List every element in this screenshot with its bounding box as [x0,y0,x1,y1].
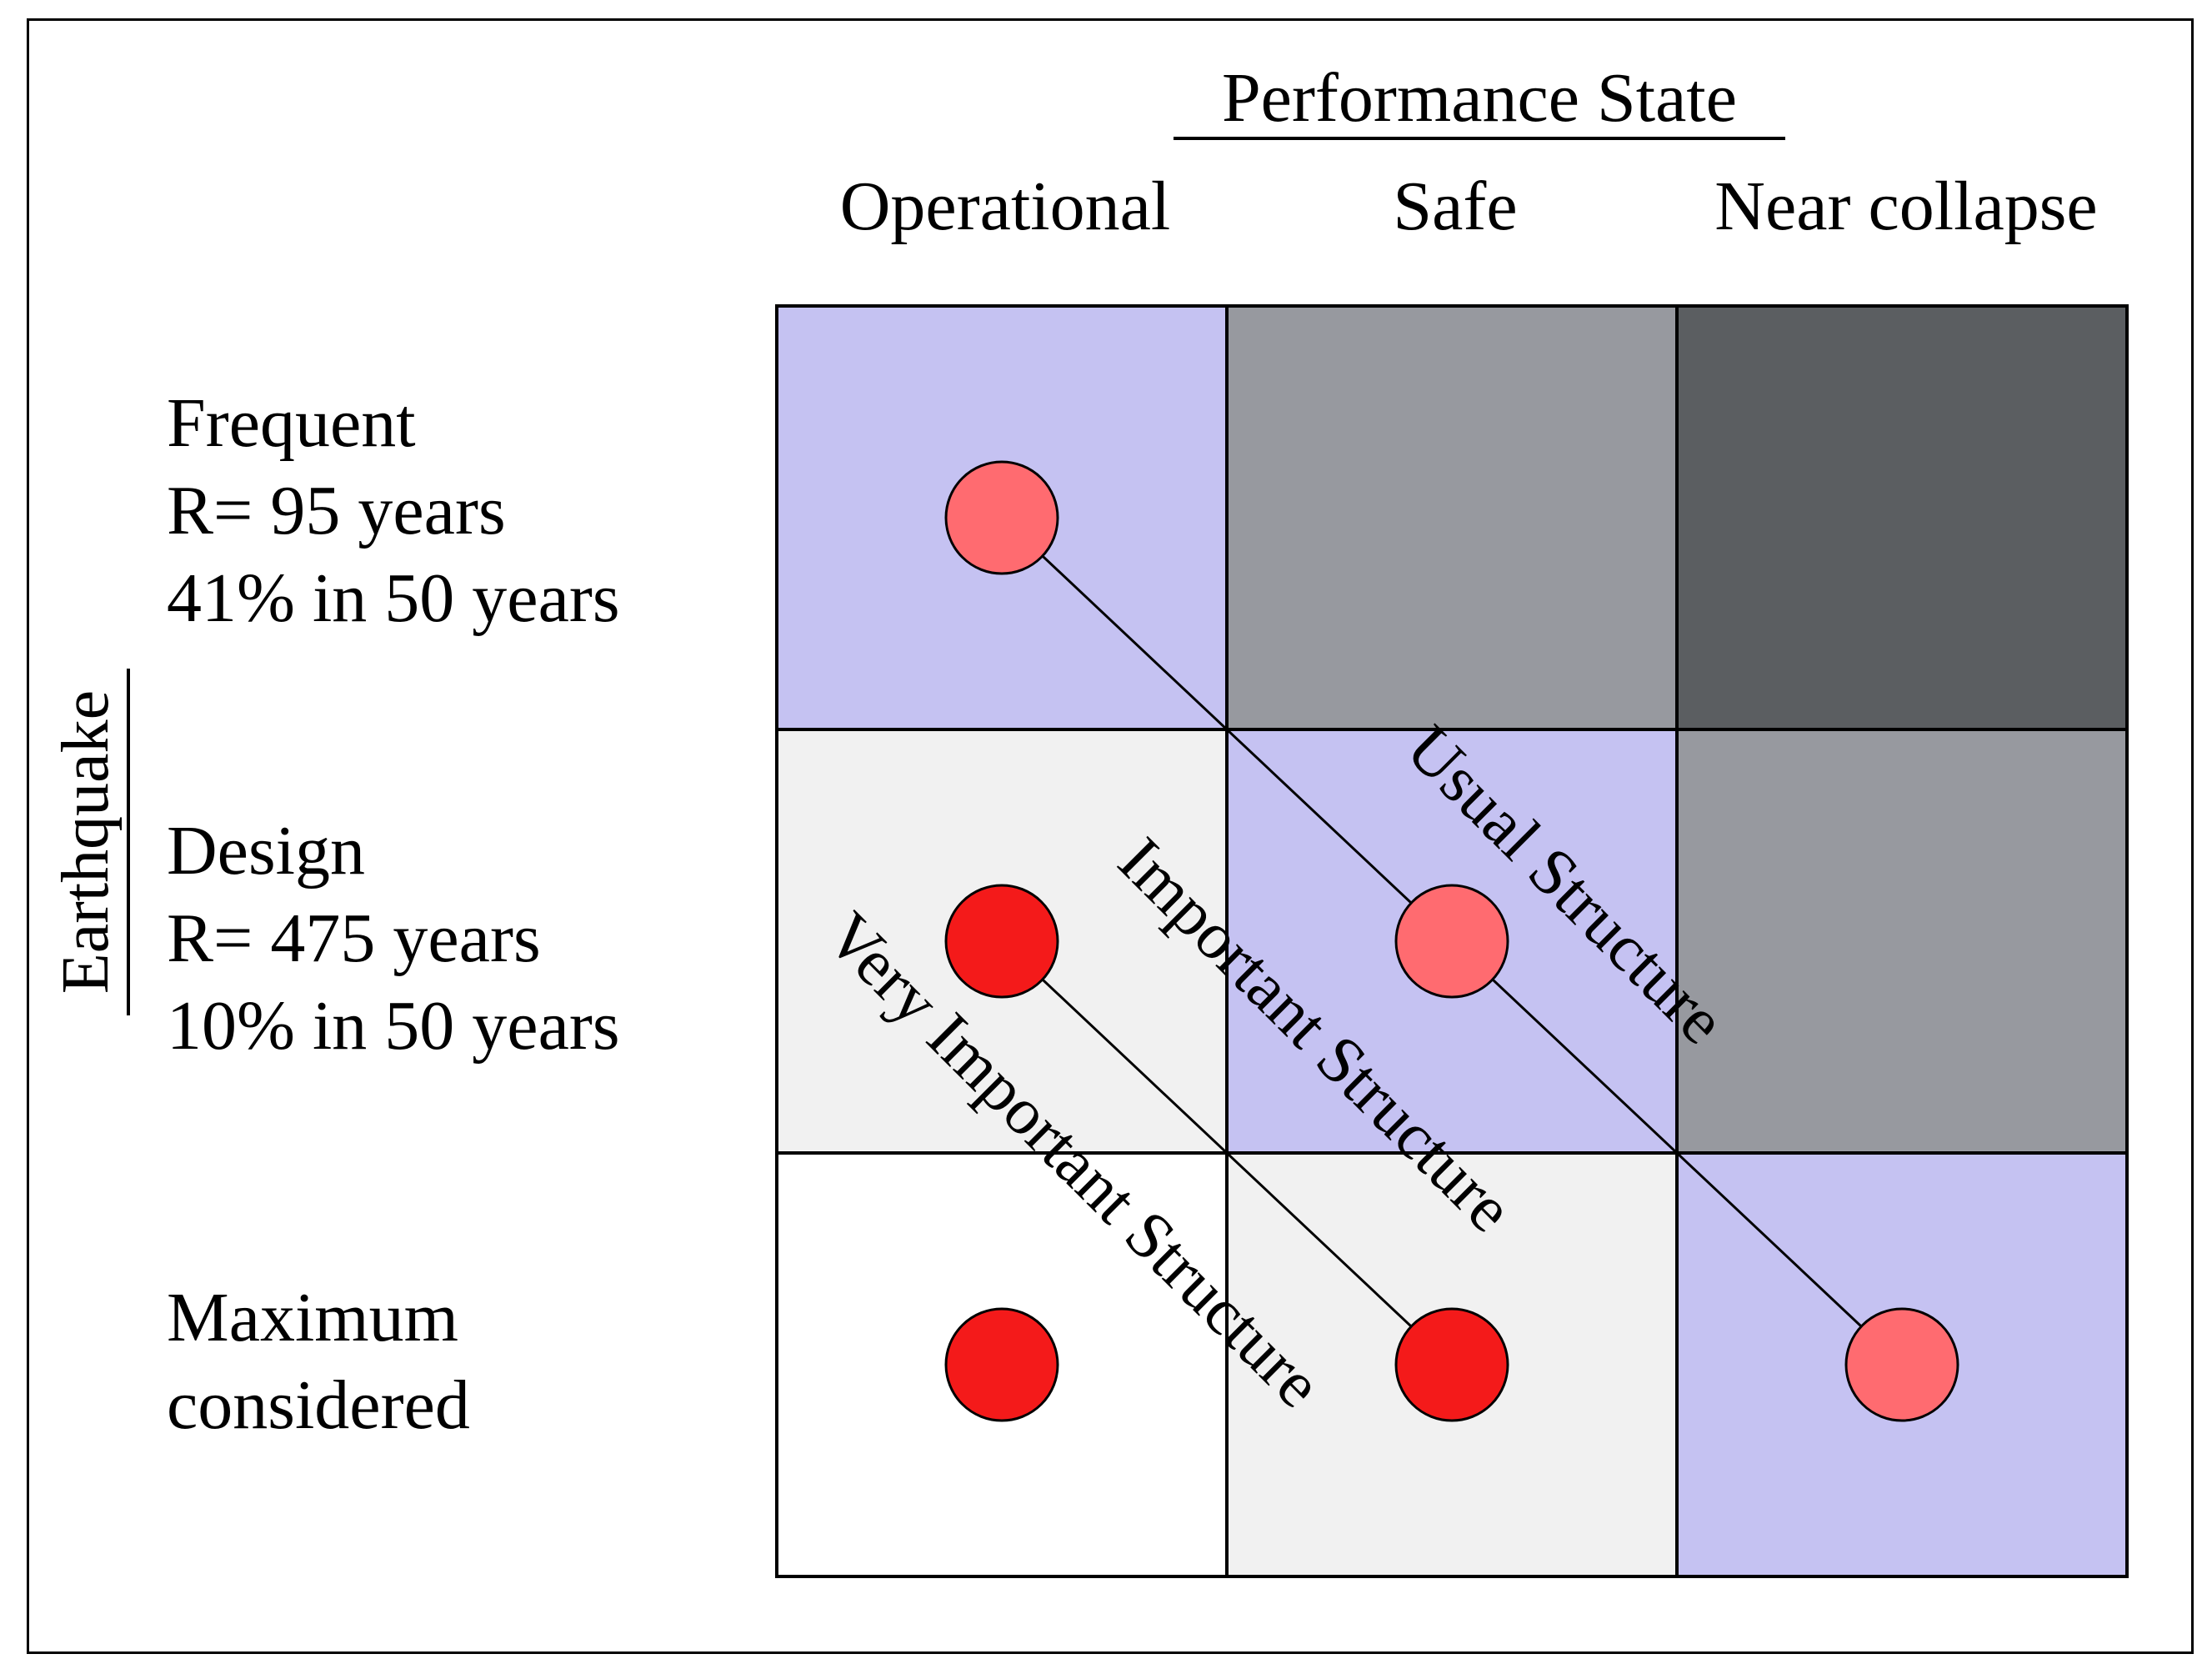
important-structure-dot-2 [1394,1307,1509,1422]
usual-structure-dot-2 [1394,884,1509,999]
structure-connectors [1000,516,1904,1366]
column-header-near-collapse: Near collapse [1714,168,2097,245]
row-label-frequent-line-3: 41% in 50 years [167,559,620,637]
usual-structure-dot-1 [944,460,1059,575]
matrix-cell-r1-c2 [1225,304,1679,731]
matrix-cell-r1-c3 [1675,304,2129,731]
earthquake-axis-text: Earthquake [49,690,123,994]
column-header-operational: Operational [840,168,1171,245]
usual-structure-connector-2 [1450,940,1904,1366]
row-label-frequent-line-1: Frequent [167,384,416,462]
column-header-safe: Safe [1393,168,1517,245]
row-label-maximum-line-2: considered [167,1366,470,1444]
earthquake-axis-label: Earthquake [49,669,130,1015]
usual-structure-dot-3 [1844,1307,1959,1422]
matrix-cells [775,304,2129,1578]
performance-state-title: Performance State [1222,59,1737,137]
row-label-design-line-1: Design [167,812,365,890]
important-structure-dot-1 [944,884,1059,999]
diagram-border [27,18,2194,1654]
row-label-design: Design R= 475 years 10% in 50 years [167,812,620,1065]
very-important-structure-dot-1 [944,1307,1059,1422]
usual-structure-connector-1 [1000,516,1454,943]
row-label-maximum-considered: Maximum considered [167,1279,476,1444]
important-structure-connector-1 [1000,940,1454,1366]
matrix-cell-r2-c3 [1675,728,2129,1155]
row-label-design-line-2: R= 475 years [167,900,541,977]
row-label-frequent-line-2: R= 95 years [167,472,506,549]
row-label-maximum-line-1: Maximum [167,1279,458,1356]
row-label-design-line-3: 10% in 50 years [167,987,620,1065]
performance-dots [944,460,1959,1422]
row-label-frequent: Frequent R= 95 years 41% in 50 years [167,384,620,637]
